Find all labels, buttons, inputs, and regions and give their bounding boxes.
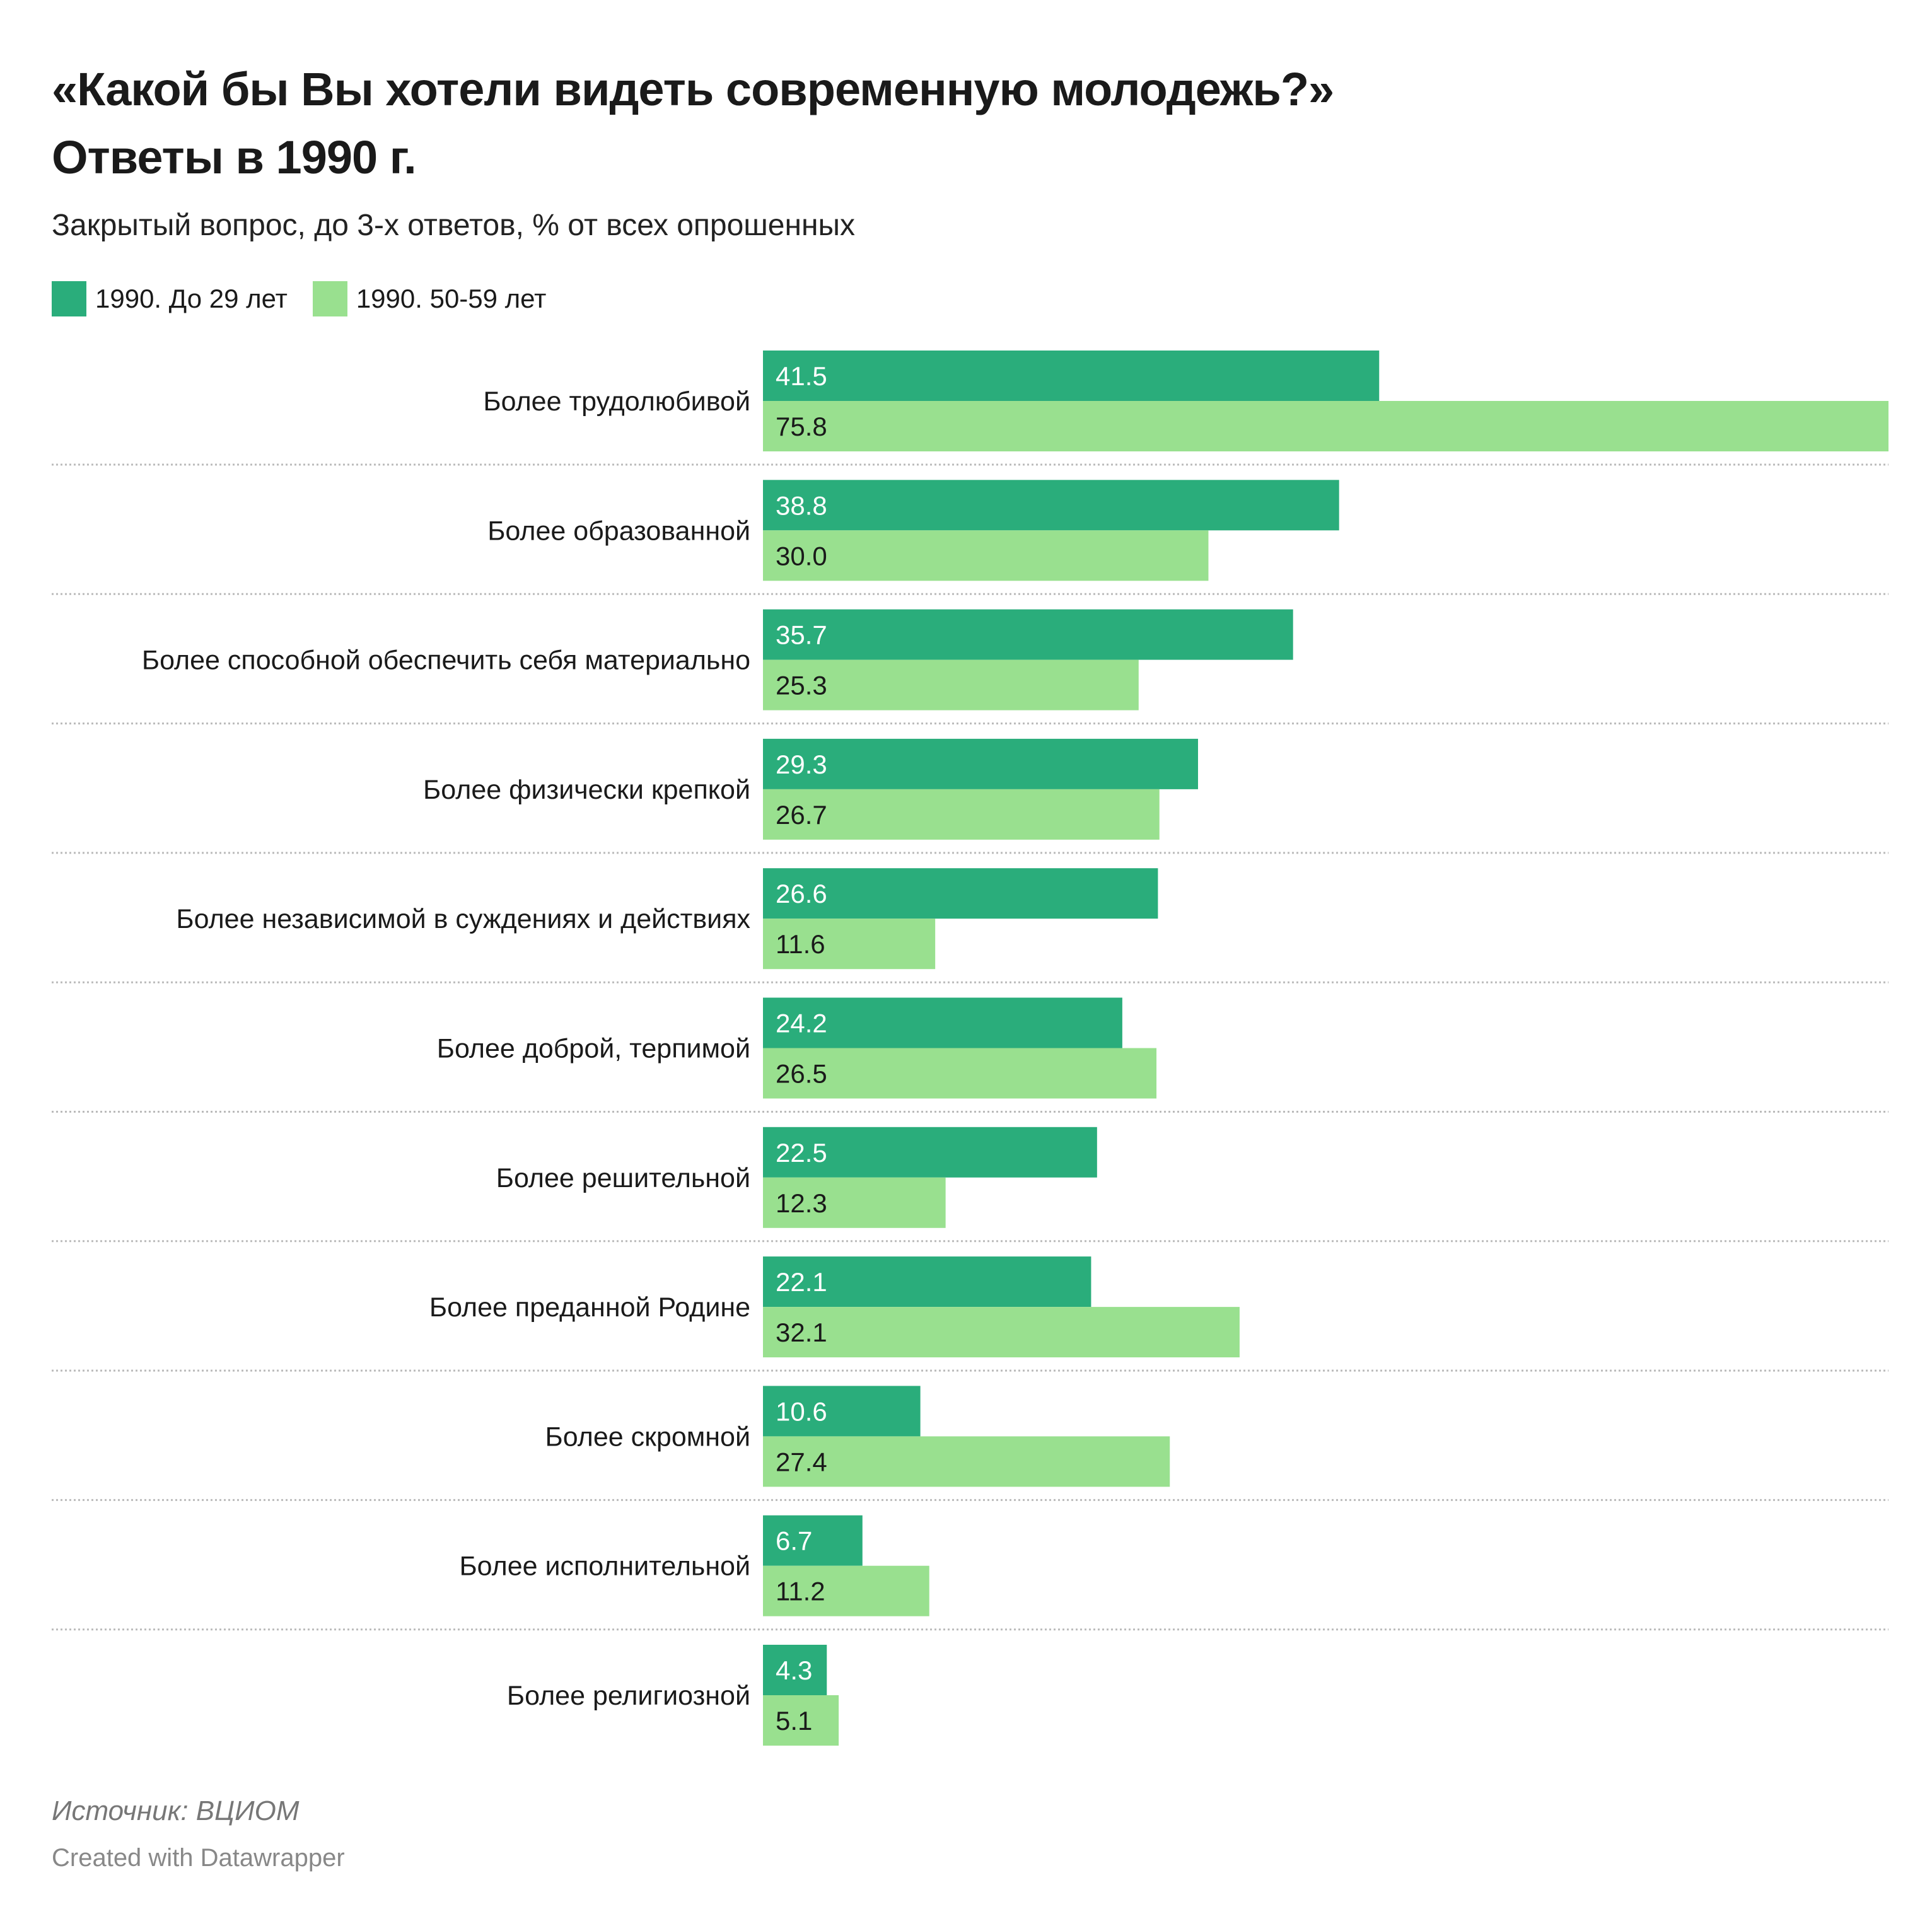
value-label: 5.1: [776, 1706, 812, 1736]
category-label: Более трудолюбивой: [483, 386, 750, 417]
bar: [763, 738, 1198, 789]
value-label: 22.5: [776, 1138, 827, 1168]
bar: [763, 1048, 1157, 1099]
value-label: 10.6: [776, 1396, 827, 1426]
legend-item-old: 1990. 50-59 лет: [312, 281, 547, 316]
value-label: 75.8: [776, 412, 827, 441]
category-label: Более независимой в суждениях и действия…: [176, 904, 750, 934]
value-label: 26.7: [776, 800, 827, 830]
value-label: 30.0: [776, 541, 827, 571]
category-label: Более доброй, терпимой: [437, 1034, 750, 1064]
value-label: 32.1: [776, 1318, 827, 1347]
bar: [763, 1695, 839, 1746]
value-label: 26.6: [776, 879, 827, 908]
legend-item-young: 1990. До 29 лет: [52, 281, 288, 316]
datawrapper-credit: Created with Datawrapper: [52, 1844, 345, 1872]
bar: [763, 1177, 946, 1228]
bar: [763, 401, 1888, 451]
value-label: 11.6: [776, 929, 825, 959]
value-label: 27.4: [776, 1447, 827, 1476]
bar: [763, 1307, 1240, 1358]
bar: [763, 1565, 929, 1616]
bar: [763, 530, 1209, 581]
bar: [763, 919, 936, 970]
legend-label-old: 1990. 50-59 лет: [356, 284, 547, 313]
bar: [763, 1127, 1097, 1178]
bar: [763, 1256, 1091, 1307]
category-label: Более религиозной: [507, 1681, 750, 1711]
category-label: Более способной обеспечить себя материал…: [142, 646, 750, 676]
legend-swatch-old: [312, 281, 347, 316]
value-label: 35.7: [776, 620, 827, 650]
bar: [763, 1386, 921, 1437]
bar: [763, 609, 1293, 660]
category-label: Более скромной: [545, 1422, 750, 1452]
value-label: 4.3: [776, 1655, 812, 1685]
source-note: Источник: ВЦИОМ: [52, 1795, 300, 1826]
value-label: 41.5: [776, 361, 827, 391]
category-label: Более образованной: [487, 516, 750, 546]
bar: [763, 659, 1139, 710]
title-line-1: «Какой бы Вы хотели видеть современную м…: [52, 63, 1334, 115]
value-label: 38.8: [776, 490, 827, 520]
bar: [763, 789, 1160, 840]
chart-title: «Какой бы Вы хотели видеть современную м…: [52, 55, 1334, 192]
category-label: Более физически крепкой: [423, 775, 750, 805]
value-label: 26.5: [776, 1059, 827, 1089]
bar-chart: Более трудолюбивой 41.5 75.8 Более образова…: [52, 351, 1888, 1746]
bar: [763, 1515, 863, 1566]
category-label: Более преданной Родине: [429, 1292, 750, 1323]
bar: [763, 997, 1122, 1048]
bar: [763, 480, 1339, 531]
bar: [763, 351, 1380, 401]
value-label: 29.3: [776, 750, 827, 779]
value-label: 22.1: [776, 1267, 827, 1297]
value-label: 6.7: [776, 1526, 812, 1556]
category-label: Более решительной: [496, 1163, 750, 1193]
bar: [763, 868, 1158, 919]
value-label: 12.3: [776, 1188, 827, 1218]
chart-subtitle: Закрытый вопрос, до 3-х ответов, % от вс…: [52, 209, 855, 242]
value-label: 25.3: [776, 671, 827, 700]
value-label: 11.2: [776, 1577, 825, 1606]
category-label: Более исполнительной: [459, 1551, 750, 1582]
legend: 1990. До 29 лет 1990. 50-59 лет: [52, 281, 571, 316]
value-label: 24.2: [776, 1009, 827, 1038]
bar: [763, 1436, 1170, 1487]
bar: [763, 1645, 827, 1695]
legend-swatch-young: [52, 281, 86, 316]
legend-label-young: 1990. До 29 лет: [95, 284, 288, 313]
title-line-2: Ответы в 1990 г.: [52, 131, 417, 183]
